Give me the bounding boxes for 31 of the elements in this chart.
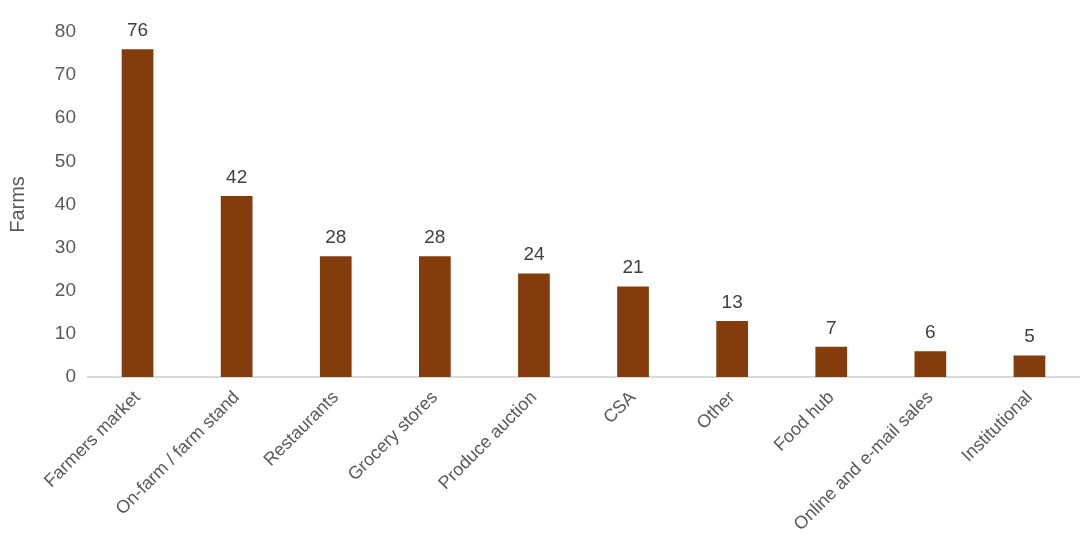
bar: [518, 273, 550, 377]
bar: [1013, 355, 1046, 377]
data-label: 42: [226, 165, 248, 187]
bar: [319, 256, 352, 377]
data-label: 6: [925, 320, 936, 342]
y-tick-label: 60: [54, 106, 76, 128]
data-label: 28: [325, 225, 347, 247]
bar: [815, 346, 848, 377]
y-tick-label: 0: [65, 365, 76, 387]
bar: [914, 351, 947, 377]
bar: [716, 320, 749, 377]
y-axis-title: Farms: [5, 176, 28, 233]
bar: [121, 49, 154, 377]
y-tick-label: 80: [54, 20, 76, 42]
data-label: 24: [523, 243, 545, 265]
y-tick-label: 20: [54, 278, 76, 300]
y-tick-label: 40: [54, 192, 76, 214]
bar: [220, 195, 253, 377]
data-label: 76: [126, 18, 149, 40]
y-tick-label: 70: [54, 63, 76, 85]
bar: [418, 256, 451, 377]
data-label: 21: [622, 256, 644, 278]
x-tick-label: CSA: [599, 386, 640, 428]
y-tick-label: 50: [54, 149, 76, 171]
data-label: 7: [825, 316, 837, 338]
y-tick-label: 30: [54, 235, 76, 257]
data-label: 13: [721, 290, 743, 312]
data-label: 5: [1024, 325, 1035, 347]
y-tick-label: 10: [54, 322, 76, 344]
data-label: 28: [424, 225, 446, 247]
bar: [617, 286, 649, 377]
